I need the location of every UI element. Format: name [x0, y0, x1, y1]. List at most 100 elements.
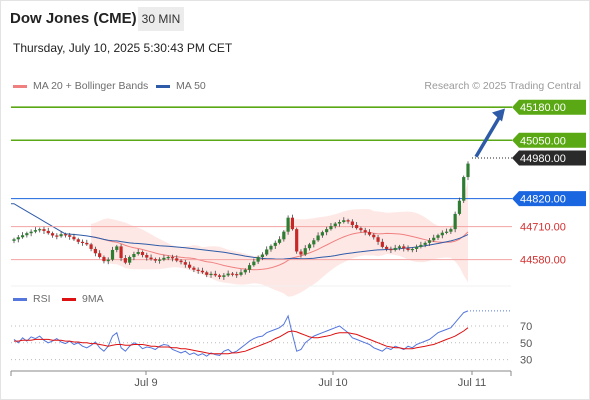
candle-body	[50, 233, 55, 236]
candle-body	[320, 232, 324, 236]
forecast-arrow-head	[492, 108, 505, 122]
legend-9ma: 9MA	[62, 293, 104, 305]
candle-body	[98, 253, 102, 258]
candle-body	[316, 235, 320, 241]
candle-body	[175, 258, 179, 261]
candle-body	[350, 221, 354, 226]
candle-body	[42, 229, 46, 231]
candle-body	[46, 230, 50, 234]
rsi-level-label-0: 70	[520, 321, 532, 333]
candle-body	[76, 239, 80, 242]
candle-body	[355, 225, 359, 229]
candle-body	[80, 241, 85, 244]
candle-body	[85, 242, 89, 245]
candle-body	[239, 272, 243, 275]
report-datetime: Thursday, July 10, 2025 5:30:43 PM CET	[13, 41, 233, 55]
x-tick-label-0: Jul 9	[134, 377, 157, 389]
candle-body	[290, 217, 294, 230]
rsi-swatch	[13, 297, 27, 301]
legend-9ma-label: 9MA	[82, 293, 104, 305]
level-tag-2	[512, 150, 586, 166]
candle-body	[432, 237, 436, 241]
candle-body	[119, 246, 123, 259]
candle-body	[243, 269, 247, 273]
candle-body	[93, 248, 97, 254]
candle-body	[200, 270, 205, 273]
legend-ma50: MA 50	[156, 80, 206, 92]
candle-body	[402, 246, 406, 249]
candle-body	[149, 257, 153, 260]
level-label-5: 44580.00	[520, 255, 566, 267]
candle-body	[256, 257, 260, 262]
candle-body	[427, 240, 432, 243]
candle-body	[312, 240, 316, 245]
research-credit: Research © 2025 Trading Central	[424, 80, 581, 92]
candle-body	[158, 259, 162, 261]
candle-body	[188, 264, 192, 268]
candle-body	[132, 254, 136, 258]
candle-body	[307, 244, 312, 249]
candle-body	[110, 249, 115, 260]
level-tag-3	[512, 191, 586, 207]
candle-body	[136, 251, 140, 255]
candle-body	[449, 229, 453, 232]
candle-body	[38, 229, 42, 231]
ma20-line	[91, 231, 469, 271]
candle-body	[265, 249, 269, 255]
candle-body	[89, 244, 93, 249]
candle-body	[63, 234, 67, 236]
candle-body	[102, 257, 106, 262]
candle-body	[247, 265, 252, 270]
candle-body	[183, 262, 187, 265]
candle-body	[260, 254, 265, 258]
candle-body	[342, 220, 346, 223]
candle-body	[337, 222, 342, 224]
candle-body	[222, 275, 226, 277]
candle-body	[440, 232, 444, 236]
candle-body	[123, 258, 127, 263]
candle-body	[25, 233, 29, 236]
candle-body	[106, 259, 110, 262]
candle-body	[273, 242, 277, 246]
legend-ma20-label: MA 20 + Bollinger Bands	[33, 80, 149, 92]
level-label-4: 44710.00	[520, 222, 566, 234]
legend-ma50-label: MA 50	[176, 80, 206, 92]
candle-body	[162, 257, 166, 260]
candle-body	[192, 267, 196, 270]
candle-body	[299, 251, 303, 255]
candle-body	[209, 273, 213, 276]
candle-body	[179, 260, 183, 263]
forecast-arrow-shaft	[474, 113, 503, 158]
candle-body	[20, 235, 25, 238]
candle-body	[444, 231, 449, 233]
candle-body	[419, 244, 423, 247]
candle-body	[166, 257, 170, 259]
candle-body	[205, 272, 209, 275]
rsi-level-label-2: 30	[520, 355, 532, 367]
candle-body	[12, 239, 16, 241]
level-label-1: 45050.00	[520, 135, 566, 147]
candle-body	[325, 229, 329, 233]
legend-rsi: RSI	[13, 293, 51, 305]
candle-body	[59, 234, 63, 237]
candle-body	[115, 246, 119, 250]
legend-ma20: MA 20 + Bollinger Bands	[13, 80, 148, 92]
candle-body	[68, 235, 72, 237]
ma9-swatch	[62, 297, 76, 301]
candle-body	[277, 239, 282, 243]
candle-body	[329, 226, 333, 230]
level-label-2: 44980.00	[520, 153, 566, 165]
level-tag-0	[512, 99, 586, 115]
x-tick-label-1: Jul 10	[318, 377, 347, 389]
candle-body	[72, 236, 76, 240]
candle-body	[252, 261, 256, 266]
candle-body	[457, 200, 462, 214]
ma20-swatch	[13, 84, 27, 88]
candle-body	[436, 235, 440, 238]
timeframe-button[interactable]: 30 MIN	[138, 7, 184, 31]
candle-body	[372, 234, 376, 238]
candle-body	[269, 245, 273, 250]
candle-body	[153, 259, 157, 261]
candle-body	[397, 246, 402, 248]
candle-body	[16, 237, 20, 240]
